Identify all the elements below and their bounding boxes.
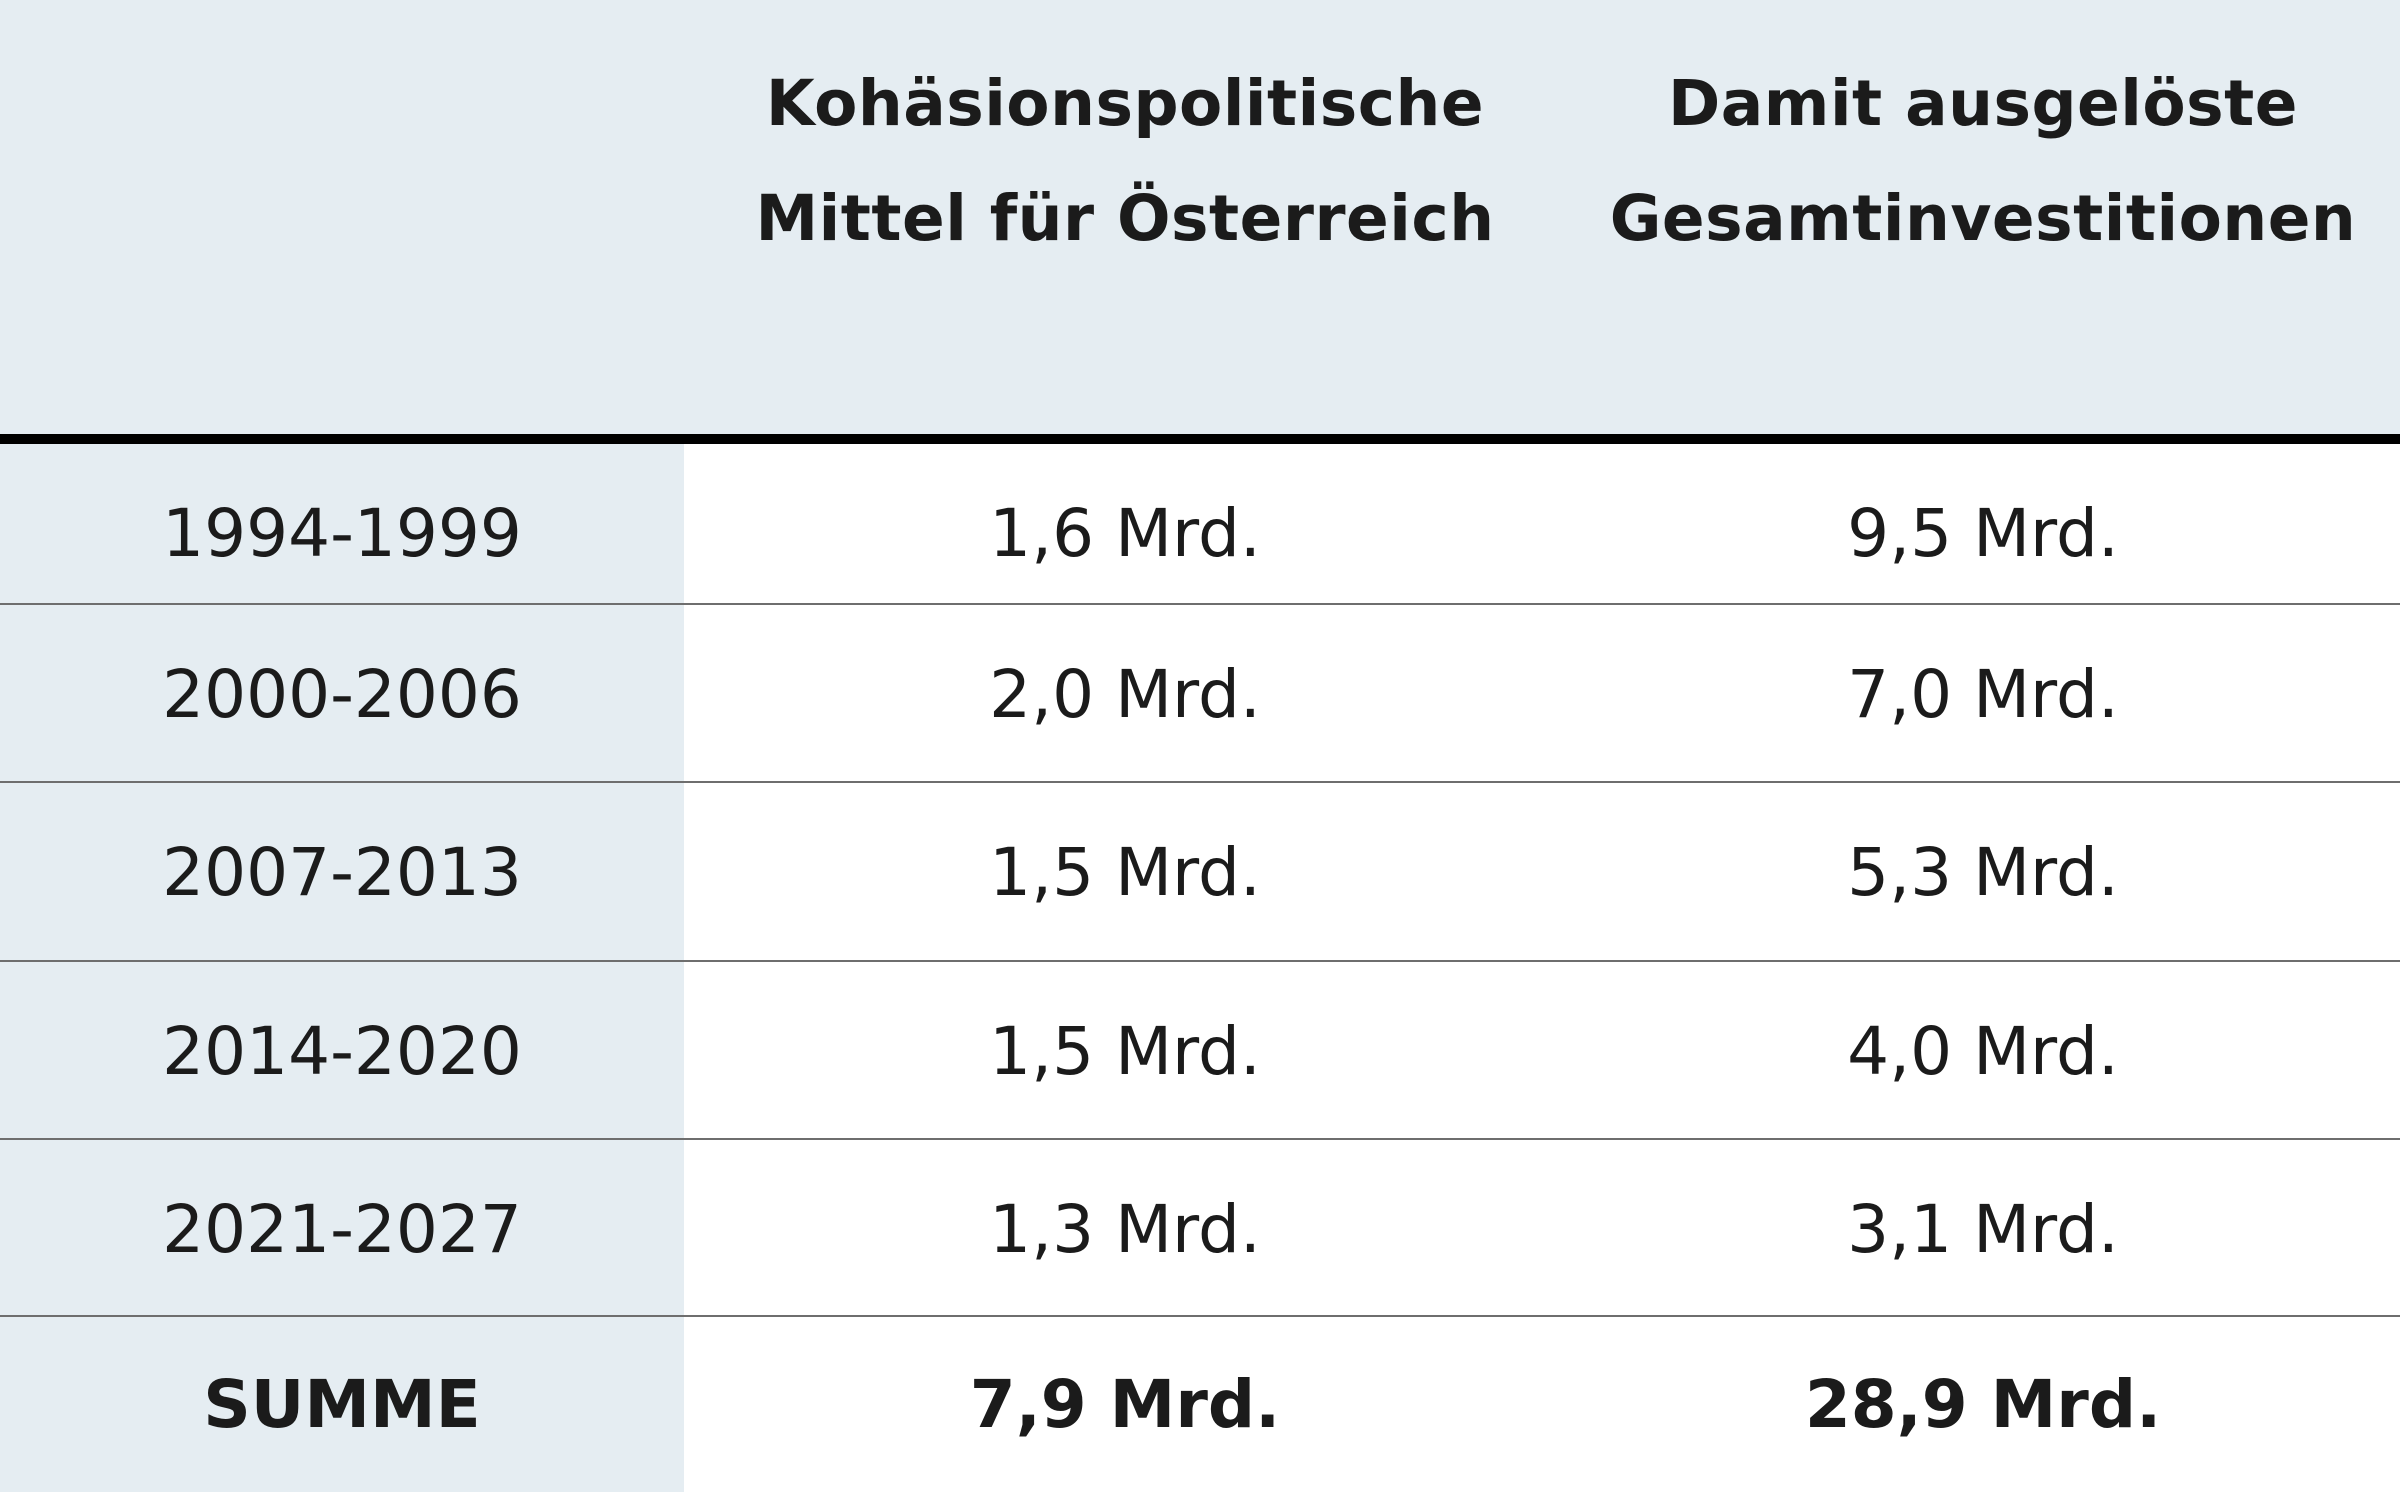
row-divider <box>0 960 2400 962</box>
header-cohesion-funds-line2: Mittel für Österreich <box>755 182 1495 255</box>
header-cohesion-funds: Kohäsionspolitische Mittel für Österreic… <box>684 46 1566 256</box>
table-row: 2014-2020 1,5 Mrd. 4,0 Mrd. <box>0 962 2400 1140</box>
investments-cell: 4,0 Mrd. <box>1847 1012 2119 1090</box>
header-total-investments: Damit ausgelöste Gesamtinvestitionen <box>1566 46 2400 256</box>
header-total-investments-line2: Gesamtinvestitionen <box>1609 182 2357 255</box>
row-divider <box>0 1315 2400 1317</box>
table-row: 1994-1999 1,6 Mrd. 9,5 Mrd. <box>0 444 2400 622</box>
header-cohesion-funds-line1: Kohäsionspolitische <box>765 67 1485 140</box>
period-cell: 2007-2013 <box>162 833 522 911</box>
investments-cell: 5,3 Mrd. <box>1847 833 2119 911</box>
investments-cell: 7,0 Mrd. <box>1847 655 2119 733</box>
investments-cell: 9,5 Mrd. <box>1847 494 2119 572</box>
table-row: 2021-2027 1,3 Mrd. 3,1 Mrd. <box>0 1140 2400 1318</box>
table-row: 2007-2013 1,5 Mrd. 5,3 Mrd. <box>0 783 2400 961</box>
funds-cell: 1,3 Mrd. <box>989 1190 1261 1268</box>
table-row: 2000-2006 2,0 Mrd. 7,0 Mrd. <box>0 605 2400 783</box>
funds-cell: 1,5 Mrd. <box>989 833 1261 911</box>
funds-cell: 1,5 Mrd. <box>989 1012 1261 1090</box>
row-divider <box>0 603 2400 605</box>
total-row: SUMME 7,9 Mrd. 28,9 Mrd. <box>0 1317 2400 1492</box>
total-investments-cell: 28,9 Mrd. <box>1804 1366 2162 1443</box>
funds-cell: 1,6 Mrd. <box>989 494 1261 572</box>
total-label: SUMME <box>203 1366 481 1443</box>
funds-cell: 2,0 Mrd. <box>989 655 1261 733</box>
row-divider <box>0 781 2400 783</box>
header-total-investments-line1: Damit ausgelöste <box>1667 67 2298 140</box>
period-cell: 2014-2020 <box>162 1012 522 1090</box>
period-cell: 2000-2006 <box>162 655 522 733</box>
investments-cell: 3,1 Mrd. <box>1847 1190 2119 1268</box>
total-funds-cell: 7,9 Mrd. <box>969 1366 1281 1443</box>
period-cell: 1994-1999 <box>162 494 522 572</box>
period-cell: 2021-2027 <box>162 1190 522 1268</box>
first-column-background <box>0 0 684 1492</box>
row-divider <box>0 1138 2400 1140</box>
header-rule <box>0 434 2400 444</box>
